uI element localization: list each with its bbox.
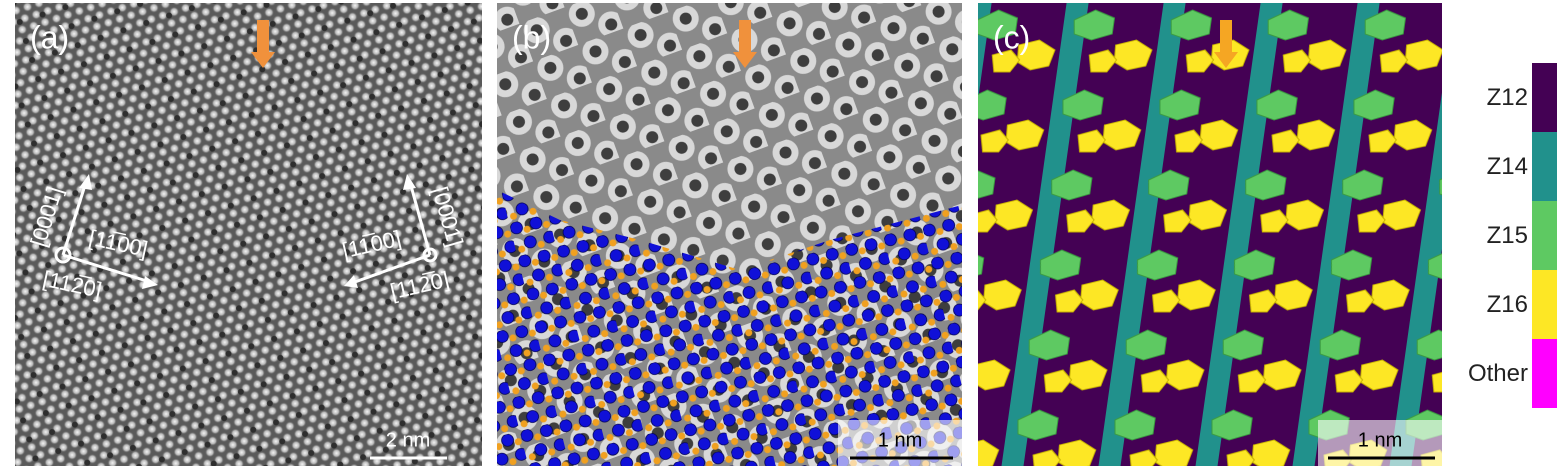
axes-left <box>54 181 438 285</box>
legend-swatch <box>1532 132 1557 201</box>
legend-swatch <box>1532 339 1557 408</box>
axis-arrowheads <box>79 174 416 289</box>
marker-arrow <box>733 20 757 68</box>
legend-swatch <box>1532 63 1557 132</box>
legend-label: Z16 <box>1487 291 1528 318</box>
legend-swatch <box>1532 201 1557 270</box>
panel-label: (a) <box>30 19 69 55</box>
panel-label: (b) <box>512 19 551 55</box>
legend-label: Z14 <box>1487 153 1528 180</box>
scale-label: 2 nm <box>386 429 430 451</box>
legend-label: Z12 <box>1487 84 1528 111</box>
marker-arrow <box>251 20 275 68</box>
legend: Z12 Z14 Z15 Z16 Other <box>1468 63 1557 408</box>
legend-swatch <box>1532 270 1557 339</box>
marker-arrow <box>1214 20 1238 68</box>
legend-label: Other <box>1468 360 1528 387</box>
legend-label: Z15 <box>1487 222 1528 249</box>
scale-label: 1 nm <box>878 429 922 451</box>
scale-label: 1 nm <box>1358 429 1402 451</box>
image-a <box>15 3 482 466</box>
image-c <box>978 3 1442 466</box>
panel-label: (c) <box>993 19 1030 55</box>
